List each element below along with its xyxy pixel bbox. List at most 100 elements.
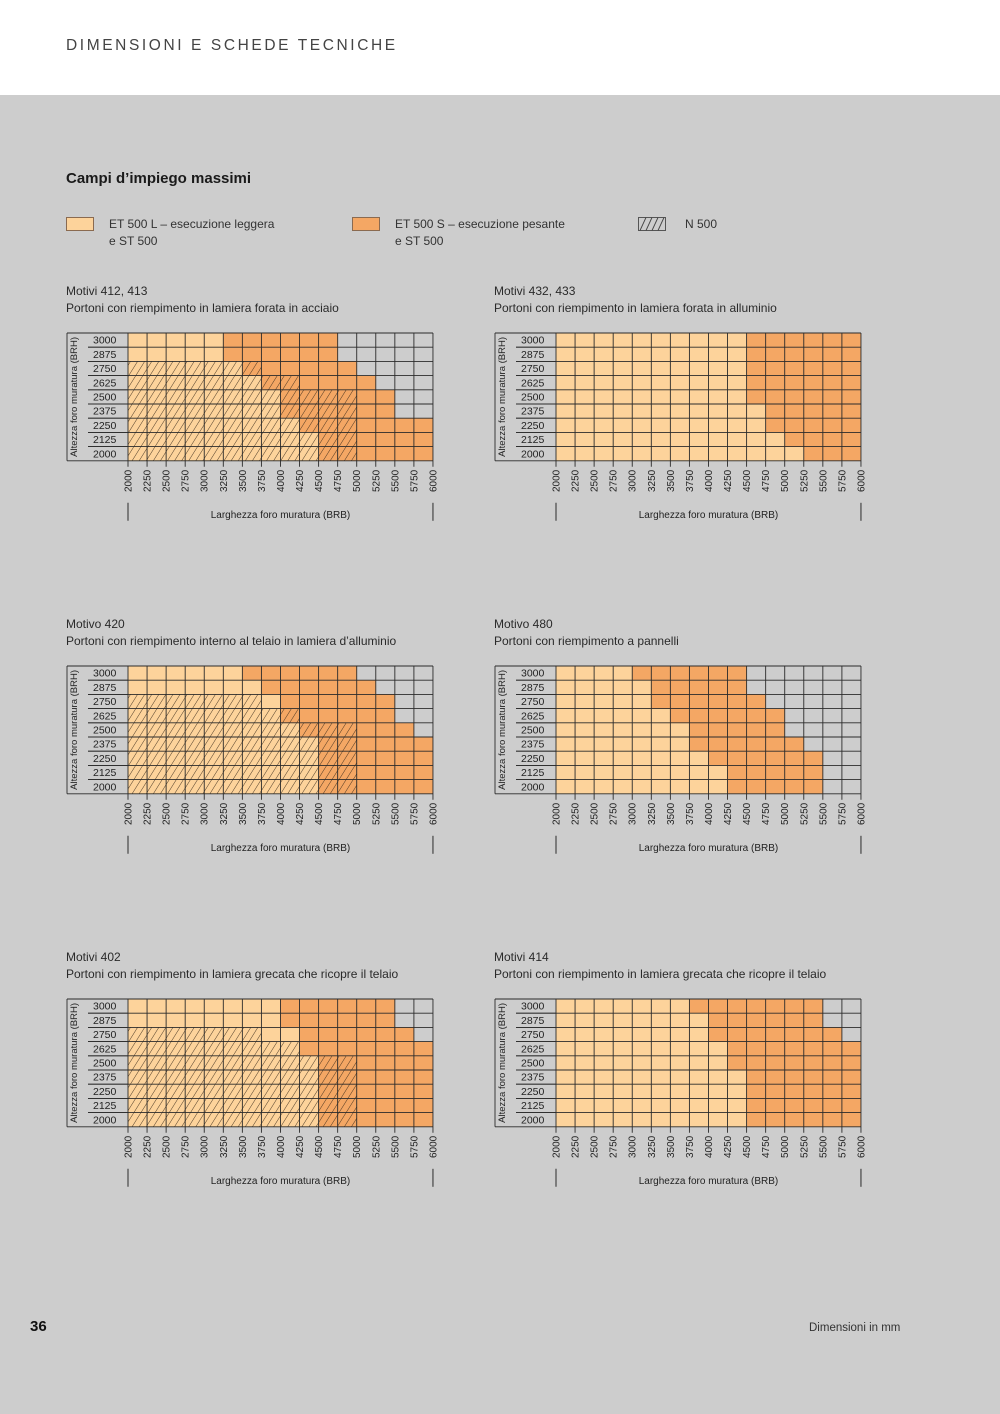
y-tick-label: 2125	[93, 767, 117, 779]
grid-cell	[375, 418, 395, 433]
grid-cell	[594, 779, 614, 794]
y-axis-label: Altezza foro muratura (BRH)	[497, 1003, 508, 1123]
x-tick-label: 4750	[761, 1135, 772, 1158]
x-tick-label: 3000	[200, 802, 211, 825]
grid-cell	[708, 1027, 728, 1042]
grid-cell	[670, 666, 690, 681]
grid-cell	[413, 680, 433, 695]
grid-cell	[280, 666, 300, 681]
legend-swatch-dark	[352, 217, 380, 231]
grid-cell	[185, 347, 205, 362]
grid-cell	[318, 708, 338, 723]
grid-cell	[594, 765, 614, 780]
grid-cell	[356, 722, 376, 737]
grid-cell	[784, 333, 804, 348]
x-tick-label: 5000	[780, 469, 791, 492]
grid-cell	[670, 1055, 690, 1070]
grid-cell	[356, 361, 376, 376]
grid-cell	[727, 666, 747, 681]
grid-cell	[746, 1013, 766, 1028]
grid-cell	[337, 999, 357, 1014]
x-tick-label: 2750	[181, 1135, 192, 1158]
x-tick-label: 3500	[666, 469, 677, 492]
x-tick-label: 2750	[609, 1135, 620, 1158]
grid-cell	[185, 680, 205, 695]
y-tick-label: 2250	[521, 1086, 545, 1098]
grid-cell	[375, 765, 395, 780]
grid-cell	[261, 333, 281, 348]
y-tick-label: 2625	[521, 1043, 545, 1055]
grid-cell	[803, 666, 823, 681]
grid-cell	[784, 779, 804, 794]
grid-cell	[765, 751, 785, 766]
x-tick-label: 5750	[409, 802, 420, 825]
grid-cell	[822, 389, 842, 404]
grid-cell	[632, 389, 652, 404]
grid-cell	[784, 722, 804, 737]
grid-cell	[299, 361, 319, 376]
grid-cell	[613, 1027, 633, 1042]
grid-cell	[841, 1055, 861, 1070]
grid-cell	[128, 666, 148, 681]
grid-cell	[670, 1027, 690, 1042]
grid-cell	[394, 999, 414, 1014]
x-tick-label: 3750	[257, 469, 268, 492]
x-tick-label: 4500	[742, 802, 753, 825]
grid-cell	[670, 722, 690, 737]
grid-cell	[708, 432, 728, 447]
grid-cell	[575, 347, 595, 362]
y-tick-label: 2500	[521, 725, 545, 737]
grid-cell	[689, 999, 709, 1014]
x-tick-label: 5000	[780, 802, 791, 825]
grid-cell	[413, 751, 433, 766]
grid-cell	[299, 1013, 319, 1028]
chart-motivi-414: 3000 2875 2750 2625 2500 2375 2250 2125 2000 Alte…	[494, 949, 914, 1189]
grid-cell	[841, 347, 861, 362]
grid-cell	[746, 680, 766, 695]
grid-cell	[318, 666, 338, 681]
grid-cell	[375, 1098, 395, 1113]
x-tick-label: 4750	[333, 802, 344, 825]
grid-cell	[413, 333, 433, 348]
x-tick-label: 3000	[628, 469, 639, 492]
grid-cell	[185, 1013, 205, 1028]
grid-cell	[651, 404, 671, 419]
x-tick-label: 2250	[571, 802, 582, 825]
grid-cell	[575, 1027, 595, 1042]
grid-cell	[689, 708, 709, 723]
grid-cell	[242, 680, 262, 695]
grid-cell	[784, 1070, 804, 1085]
grid-cell	[632, 737, 652, 752]
grid-cell	[318, 1041, 338, 1056]
grid-cell	[765, 680, 785, 695]
grid-cell	[803, 694, 823, 709]
grid-cell	[613, 999, 633, 1014]
grid-cell	[356, 779, 376, 794]
grid-cell	[394, 1112, 414, 1127]
grid-cell	[594, 722, 614, 737]
x-tick-label: 2750	[181, 802, 192, 825]
y-tick-label: 2000	[521, 448, 545, 460]
grid-cell	[765, 666, 785, 681]
grid-cell	[261, 680, 281, 695]
grid-cell	[632, 1055, 652, 1070]
y-tick-label: 2750	[521, 696, 545, 708]
grid-cell	[375, 1027, 395, 1042]
grid-cell	[727, 722, 747, 737]
grid-cell	[803, 1112, 823, 1127]
grid-cell	[223, 999, 243, 1014]
grid-cell	[784, 680, 804, 695]
legend-label: e ST 500	[395, 234, 444, 248]
grid-cell	[556, 389, 576, 404]
grid-cell	[556, 708, 576, 723]
x-tick-label: 2500	[590, 469, 601, 492]
x-tick-label: 4500	[742, 469, 753, 492]
grid-cell	[356, 389, 376, 404]
grid-cell	[651, 737, 671, 752]
grid-cell	[841, 1112, 861, 1127]
grid-cell	[632, 708, 652, 723]
grid-cell	[689, 680, 709, 695]
grid-cell	[556, 999, 576, 1014]
x-tick-label: 5250	[799, 802, 810, 825]
grid-cell	[394, 779, 414, 794]
